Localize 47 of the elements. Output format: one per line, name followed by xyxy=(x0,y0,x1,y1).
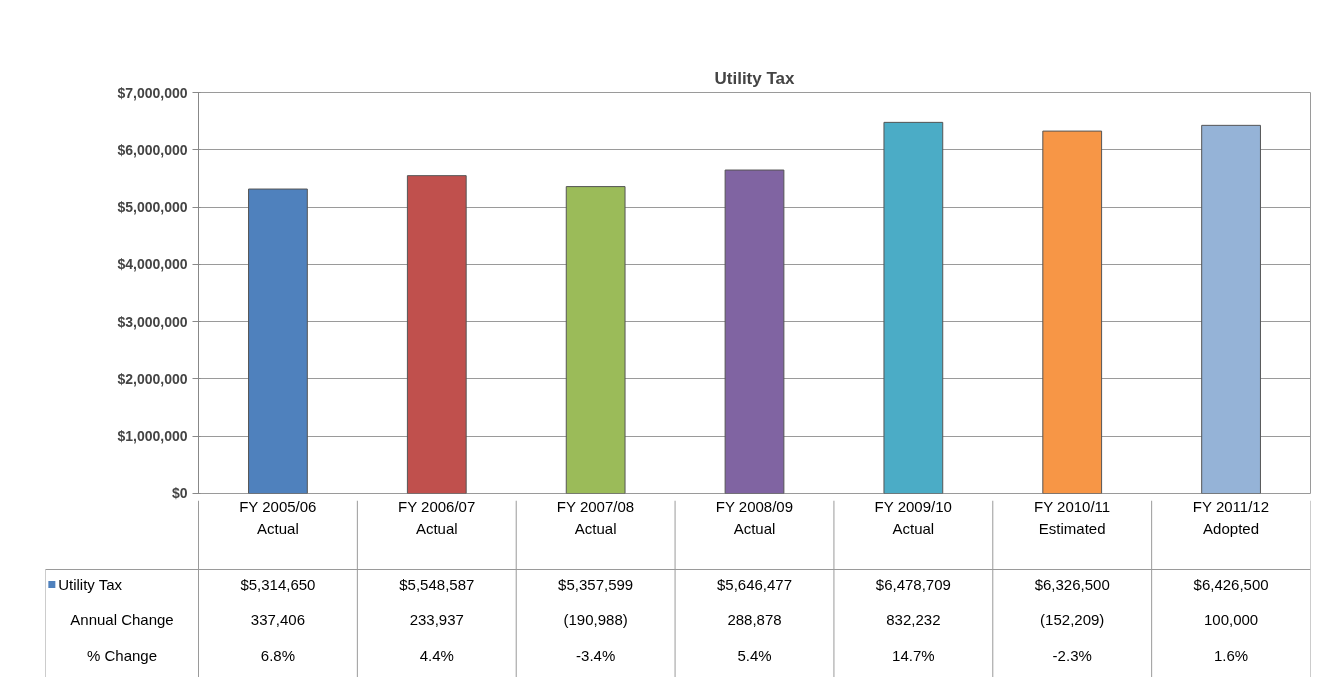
bar xyxy=(565,186,626,494)
y-tick-label: $0 xyxy=(171,484,188,501)
bar xyxy=(724,169,785,494)
data-label: $5,357,599 xyxy=(558,576,634,593)
x-tick-label: FY 2010/11 Estimated xyxy=(1033,498,1111,537)
y-tick-label: $7,000,000 xyxy=(117,84,188,101)
data-label: $6,426,500 xyxy=(1193,576,1269,593)
bar xyxy=(1042,130,1103,494)
y-tick-label: $2,000,000 xyxy=(117,370,188,387)
data-label: $5,646,477 xyxy=(716,576,793,593)
text: -3.4% xyxy=(576,647,616,664)
text: (190,988) xyxy=(563,611,628,628)
text: (152,209) xyxy=(1040,611,1105,628)
data-label: $6,326,500 xyxy=(1034,576,1110,593)
bar xyxy=(248,188,308,494)
x-tick-label: FY 2009/10 Actual xyxy=(874,498,952,537)
x-tick-label: FY 2005/06 Actual xyxy=(239,498,317,537)
text: 14.7% xyxy=(892,647,935,664)
legend-label: Utility Tax xyxy=(58,576,123,593)
text: 100,000 xyxy=(1203,610,1259,628)
x-tick-label: FY 2006/07 Actual xyxy=(398,498,476,537)
text: 1.6% xyxy=(1213,647,1249,664)
y-tick-label: $3,000,000 xyxy=(117,313,188,330)
x-tick-label: FY 2011/12 Adopted xyxy=(1192,498,1270,537)
x-tick-label: FY 2007/08 Actual xyxy=(556,498,635,537)
text: 6.8% xyxy=(260,647,296,664)
text: Annual Change xyxy=(70,611,174,628)
y-tick-label: $6,000,000 xyxy=(117,141,188,158)
text: 832,232 xyxy=(886,610,941,628)
text: 233,937 xyxy=(409,610,464,628)
x-tick-label: FY 2008/09 Actual xyxy=(715,498,794,537)
bar xyxy=(1201,124,1261,494)
y-tick-label: $4,000,000 xyxy=(117,256,188,273)
text: % Change xyxy=(86,647,158,664)
bar xyxy=(883,121,944,494)
chart-title: Utility Tax xyxy=(714,68,796,88)
text: 288,878 xyxy=(727,610,782,628)
bar xyxy=(406,175,467,494)
y-tick-label: $1,000,000 xyxy=(117,428,188,445)
text: 337,406 xyxy=(250,610,306,628)
text: 4.4% xyxy=(419,647,454,664)
data-label: $5,548,587 xyxy=(399,576,475,593)
data-label: $5,314,650 xyxy=(240,576,316,593)
text: 5.4% xyxy=(737,647,772,664)
text: -2.3% xyxy=(1052,647,1092,664)
y-tick-label: $5,000,000 xyxy=(117,199,188,216)
data-label: $6,478,709 xyxy=(875,576,951,593)
